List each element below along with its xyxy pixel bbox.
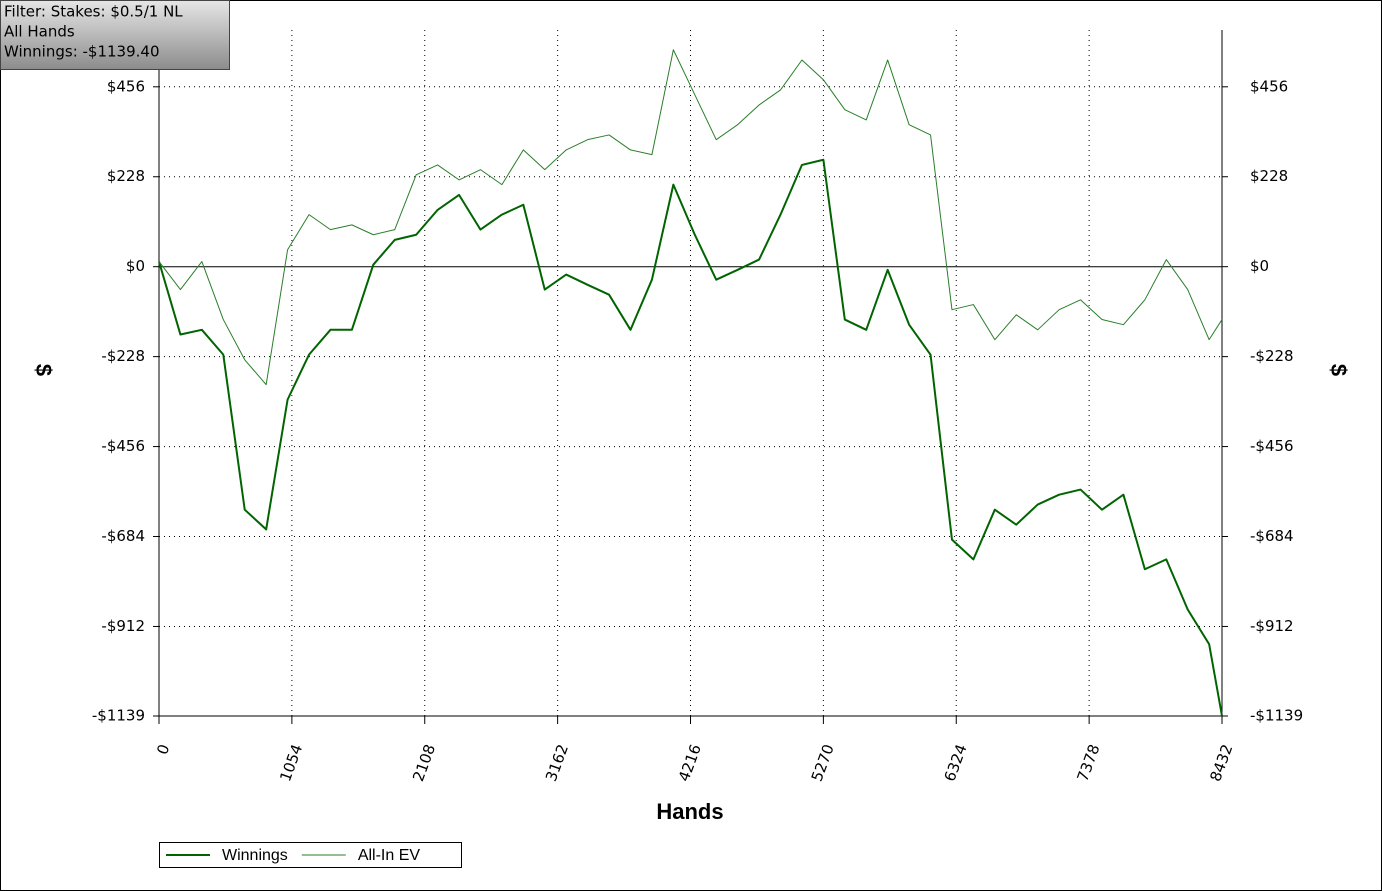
y2-tick-label: -$456 xyxy=(1250,437,1294,455)
legend-label: Winnings xyxy=(222,847,288,864)
series-line xyxy=(158,49,1223,386)
y-tick-label: $456 xyxy=(107,77,145,95)
info-text: Filter: Stakes: $0.5/1 NL xyxy=(4,3,183,21)
y2-tick-label: -$228 xyxy=(1250,347,1294,365)
y2-tick-label: -$1139 xyxy=(1250,707,1303,725)
y-tick-label: -$456 xyxy=(101,437,145,455)
y2-axis-title: $ xyxy=(1326,364,1351,376)
y2-tick-label: -$912 xyxy=(1250,617,1294,635)
y2-tick-label: $0 xyxy=(1250,257,1269,275)
info-text: All Hands xyxy=(4,23,75,41)
y-tick-label: -$684 xyxy=(101,527,145,545)
info-box xyxy=(0,0,230,70)
info-text: Winnings: -$1139.40 xyxy=(4,43,160,61)
y2-tick-label: $228 xyxy=(1250,167,1288,185)
x-axis-title: Hands xyxy=(656,799,723,824)
y-tick-label: $228 xyxy=(107,167,145,185)
y-tick-label: -$228 xyxy=(101,347,145,365)
y-tick-label: -$1139 xyxy=(92,707,145,725)
y2-tick-label: $456 xyxy=(1250,77,1288,95)
y2-tick-label: -$684 xyxy=(1250,527,1294,545)
y-axis-title: $ xyxy=(31,364,56,376)
y-tick-label: -$912 xyxy=(101,617,145,635)
legend-label: All-In EV xyxy=(358,847,421,864)
y-tick-label: $0 xyxy=(126,257,145,275)
series-line xyxy=(158,158,1223,717)
